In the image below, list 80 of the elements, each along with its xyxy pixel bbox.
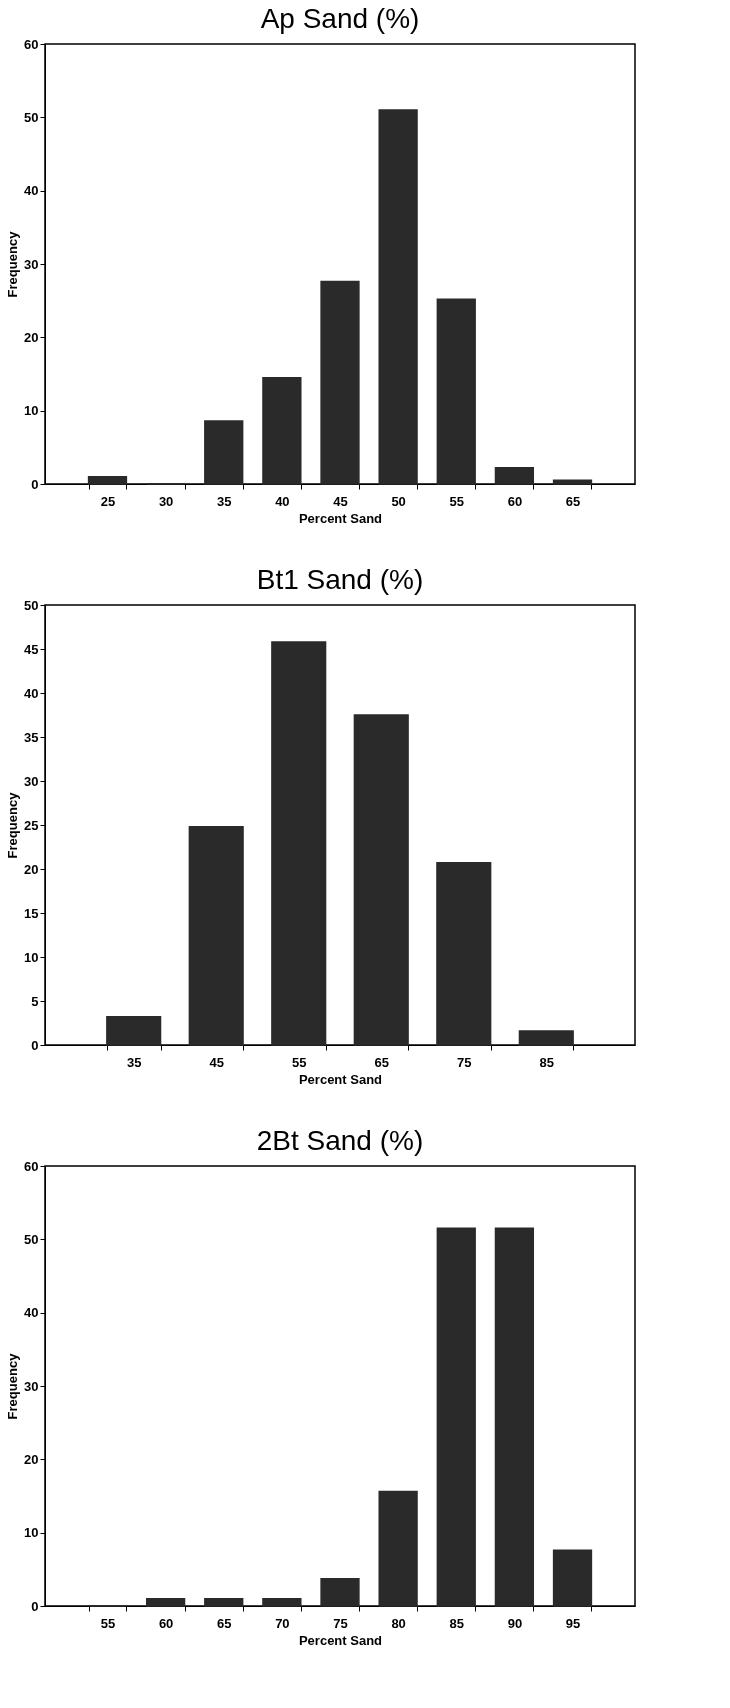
x-axis-title: Percent Sand bbox=[298, 510, 383, 526]
y-tick-label: 0 bbox=[31, 1037, 39, 1053]
x-tick-label: 75 bbox=[333, 1615, 348, 1631]
bar bbox=[145, 1597, 186, 1607]
y-tick-label: 10 bbox=[24, 949, 39, 965]
y-tick-label: 0 bbox=[31, 1598, 39, 1614]
x-tick-label: 25 bbox=[100, 493, 116, 509]
y-tick-label: 30 bbox=[24, 256, 39, 272]
y-axis-title: Frequency bbox=[5, 1352, 21, 1420]
bar bbox=[262, 1597, 302, 1607]
x-axis-title: Percent Sand bbox=[298, 1071, 383, 1087]
y-tick-label: 20 bbox=[24, 861, 39, 877]
x-tick-label: 70 bbox=[275, 1615, 290, 1631]
y-tick-label: 50 bbox=[24, 1231, 39, 1247]
chart-title: 2Bt Sand (%) bbox=[256, 1125, 424, 1156]
x-tick-label: 65 bbox=[217, 1615, 232, 1631]
y-axis-title: Frequency bbox=[5, 791, 21, 859]
x-tick-label: 65 bbox=[374, 1054, 389, 1070]
bar bbox=[320, 1578, 360, 1607]
bar bbox=[494, 1227, 535, 1607]
x-tick-label: 30 bbox=[158, 493, 174, 509]
y-tick-label: 5 bbox=[31, 993, 39, 1009]
y-tick-label: 30 bbox=[24, 773, 39, 789]
bar bbox=[378, 1490, 418, 1607]
bar bbox=[271, 641, 327, 1046]
y-tick-label: 20 bbox=[24, 329, 39, 345]
bar bbox=[87, 475, 128, 485]
bar bbox=[436, 862, 492, 1046]
x-tick-label: 85 bbox=[539, 1054, 555, 1070]
y-tick-label: 10 bbox=[24, 1525, 39, 1541]
bar bbox=[494, 467, 535, 485]
x-tick-label: 50 bbox=[391, 493, 406, 509]
y-tick-label: 50 bbox=[24, 109, 39, 125]
x-tick-label: 95 bbox=[565, 1615, 581, 1631]
x-tick-label: 80 bbox=[391, 1615, 406, 1631]
y-tick-label: 20 bbox=[24, 1451, 39, 1467]
chart-title: Bt1 Sand (%) bbox=[256, 564, 424, 595]
bar bbox=[204, 420, 244, 485]
x-tick-label: 60 bbox=[158, 1615, 174, 1631]
bar bbox=[518, 1030, 574, 1046]
x-tick-label: 55 bbox=[449, 493, 464, 509]
bar bbox=[552, 1549, 593, 1607]
x-tick-label: 35 bbox=[217, 493, 232, 509]
y-tick-label: 60 bbox=[24, 36, 39, 52]
bar bbox=[262, 376, 302, 485]
y-tick-label: 50 bbox=[24, 597, 39, 613]
y-tick-label: 25 bbox=[24, 817, 39, 833]
bar bbox=[378, 109, 418, 485]
y-tick-label: 10 bbox=[24, 403, 39, 419]
bar bbox=[106, 1016, 162, 1046]
chart-title: Ap Sand (%) bbox=[260, 3, 420, 34]
bar bbox=[204, 1597, 244, 1607]
x-tick-label: 55 bbox=[292, 1054, 307, 1070]
x-tick-label: 60 bbox=[507, 493, 523, 509]
y-tick-label: 0 bbox=[31, 476, 39, 492]
bar bbox=[552, 479, 593, 485]
y-tick-label: 40 bbox=[24, 183, 39, 199]
x-tick-label: 45 bbox=[209, 1054, 224, 1070]
y-tick-label: 60 bbox=[24, 1158, 39, 1174]
y-tick-label: 35 bbox=[24, 729, 39, 745]
bar bbox=[353, 714, 409, 1046]
x-tick-label: 90 bbox=[507, 1615, 523, 1631]
x-tick-label: 85 bbox=[449, 1615, 464, 1631]
x-tick-label: 40 bbox=[275, 493, 290, 509]
y-tick-label: 40 bbox=[24, 685, 39, 701]
x-tick-label: 35 bbox=[126, 1054, 142, 1070]
y-axis-title: Frequency bbox=[5, 230, 21, 298]
y-tick-label: 45 bbox=[24, 641, 39, 657]
bar bbox=[188, 826, 244, 1046]
bar bbox=[320, 280, 360, 485]
bar bbox=[436, 298, 476, 485]
x-tick-label: 45 bbox=[333, 493, 348, 509]
x-tick-label: 75 bbox=[457, 1054, 472, 1070]
bar bbox=[436, 1227, 476, 1607]
x-tick-label: 55 bbox=[100, 1615, 116, 1631]
x-tick-label: 65 bbox=[565, 493, 581, 509]
y-tick-label: 15 bbox=[24, 905, 39, 921]
y-tick-label: 30 bbox=[24, 1378, 39, 1394]
y-tick-label: 40 bbox=[24, 1305, 39, 1321]
x-axis-title: Percent Sand bbox=[298, 1632, 383, 1648]
